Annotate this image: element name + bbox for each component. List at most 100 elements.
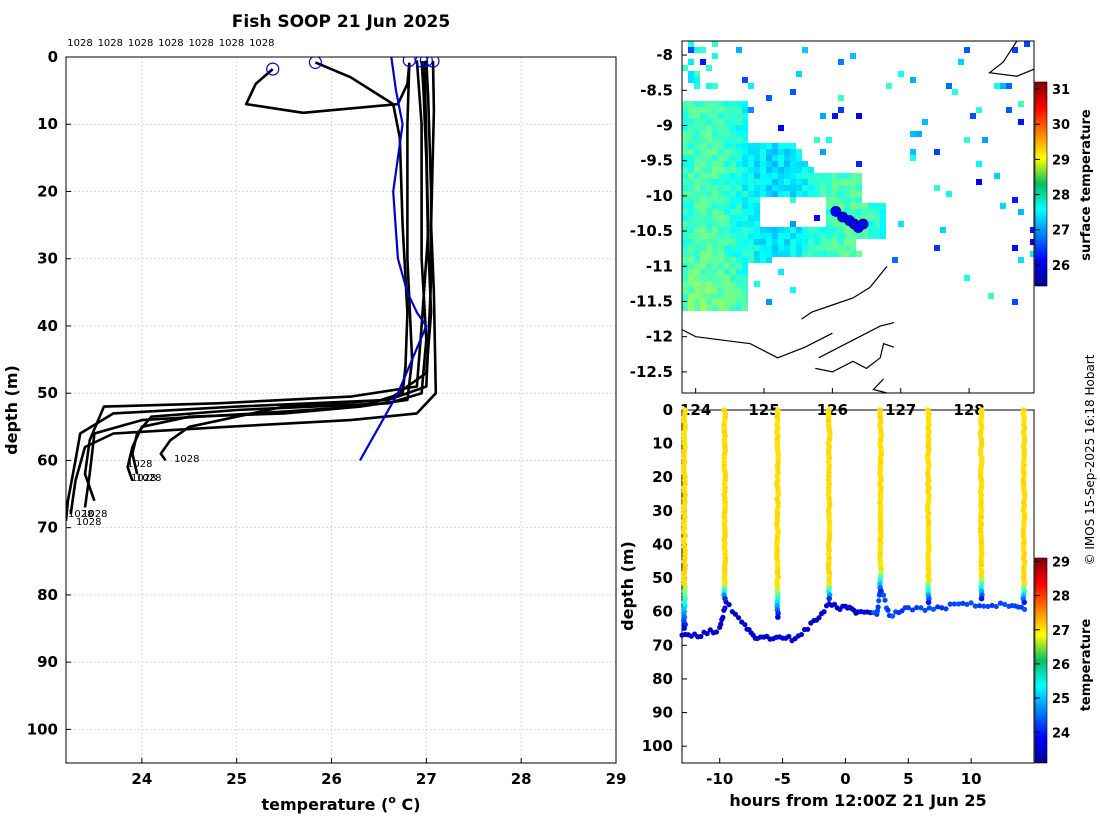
- bottom-sample: [720, 614, 726, 620]
- sst-pixel: [712, 137, 718, 143]
- sst-pixel: [844, 185, 850, 191]
- sst-pixel: [706, 143, 712, 149]
- sst-pixel: [820, 185, 826, 191]
- sst-pixel: [706, 263, 712, 269]
- sst-pixel: [712, 293, 718, 299]
- sst-pixel: [718, 287, 724, 293]
- bottom-sample: [981, 603, 987, 609]
- sst-pixel: [760, 179, 766, 185]
- sst-pixel: [742, 131, 748, 137]
- sst-pixel: [706, 167, 712, 173]
- sst-pixel: [1006, 83, 1012, 89]
- sst-pixel: [730, 275, 736, 281]
- sst-pixel: [760, 167, 766, 173]
- sst-pixel: [742, 257, 748, 263]
- sst-pixel: [682, 125, 688, 131]
- sst-pixel: [718, 107, 724, 113]
- sst-pixel: [718, 167, 724, 173]
- top-id-label: 1028: [158, 38, 183, 49]
- section-y-tick-label: 40: [652, 535, 673, 553]
- x-tick-label: 28: [511, 770, 532, 788]
- bottom-sample: [889, 613, 896, 619]
- sst-pixel: [880, 209, 886, 215]
- sst-pixel: [790, 251, 796, 257]
- sst-pixel: [718, 191, 724, 197]
- sst-pixel: [742, 299, 748, 305]
- sst-pixel: [688, 137, 694, 143]
- sst-pixel: [736, 125, 742, 131]
- sst-pixel: [844, 209, 850, 215]
- profile-start-marker: [419, 57, 433, 67]
- sst-pixel: [724, 269, 730, 275]
- sst-pixel: [1018, 119, 1024, 125]
- sst-pixel: [976, 179, 982, 185]
- sst-pixel: [712, 305, 718, 311]
- sst-pixel: [838, 59, 844, 65]
- sst-pixel: [784, 245, 790, 251]
- sst-pixel: [916, 131, 922, 137]
- sst-pixel: [748, 257, 754, 263]
- sst-pixel: [796, 227, 802, 233]
- sst-pixel: [748, 245, 754, 251]
- sst-pixel: [754, 221, 760, 227]
- sst-pixel: [1012, 197, 1018, 203]
- sst-pixel: [826, 173, 832, 179]
- sst-pixel: [724, 281, 730, 287]
- section-colorbar-tick-label: 25: [1052, 692, 1070, 707]
- sst-pixel: [742, 227, 748, 233]
- sst-pixel: [694, 173, 700, 179]
- sst-pixel: [862, 233, 868, 239]
- sst-pixel: [688, 113, 694, 119]
- sst-pixel: [724, 197, 730, 203]
- sst-pixel: [832, 191, 838, 197]
- sst-pixel: [874, 233, 880, 239]
- sst-pixel: [760, 227, 766, 233]
- map-y-tick-label: -11.5: [630, 292, 673, 310]
- sst-pixel: [850, 191, 856, 197]
- sst-pixel: [760, 155, 766, 161]
- sst-pixel: [730, 209, 736, 215]
- top-ids-row: 1028 1028 1028 1028 1028 1028 1028: [67, 38, 274, 49]
- sst-pixel: [694, 137, 700, 143]
- sst-pixel: [766, 155, 772, 161]
- sst-pixel: [790, 233, 796, 239]
- sst-pixel: [706, 161, 712, 167]
- sst-pixel: [784, 251, 790, 257]
- bottom-sample: [997, 600, 1004, 606]
- sst-pixel: [826, 209, 832, 215]
- sst-pixel: [736, 215, 742, 221]
- sst-pixel: [778, 167, 784, 173]
- bottom-sample: [742, 621, 748, 628]
- sst-pixel: [874, 221, 880, 227]
- bottom-sample: [939, 605, 945, 611]
- sst-pixel: [772, 185, 778, 191]
- sst-pixel: [682, 245, 688, 251]
- sst-pixel: [712, 287, 718, 293]
- sst-pixel: [736, 191, 742, 197]
- sst-pixel: [874, 203, 880, 209]
- sst-pixel: [736, 119, 742, 125]
- sst-pixel: [688, 173, 694, 179]
- bottom-sample: [972, 603, 978, 609]
- sst-pixel: [850, 53, 856, 59]
- map-y-tick-label: -8.5: [640, 81, 673, 99]
- sst-pixel: [838, 221, 844, 227]
- y-tick-label: 10: [37, 115, 58, 133]
- sst-pixel: [730, 305, 736, 311]
- sst-pixel: [742, 107, 748, 113]
- sst-pixel: [736, 263, 742, 269]
- sst-pixel: [688, 149, 694, 155]
- sst-pixel: [712, 185, 718, 191]
- sst-pixel: [748, 215, 754, 221]
- sst-pixel: [790, 239, 796, 245]
- sst-pixel: [766, 251, 772, 257]
- profile-sample: [978, 595, 985, 602]
- sst-pixel: [796, 191, 802, 197]
- sst-pixel: [892, 257, 898, 263]
- sst-pixel: [724, 125, 730, 131]
- sst-pixel: [700, 203, 706, 209]
- sst-pixel: [874, 215, 880, 221]
- section-x-tick-label: 5: [903, 770, 913, 788]
- sst-pixel: [688, 161, 694, 167]
